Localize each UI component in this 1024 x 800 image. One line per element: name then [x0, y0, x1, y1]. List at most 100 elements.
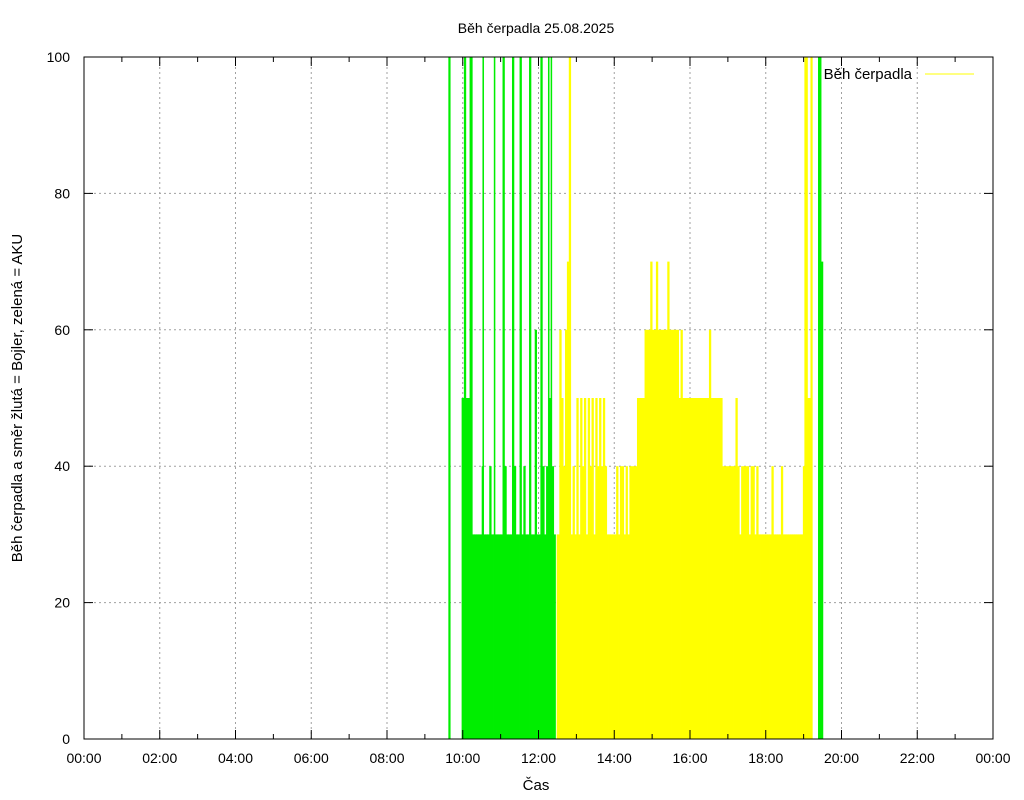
bar: [686, 398, 689, 739]
y-tick-label: 80: [54, 185, 70, 201]
bar: [676, 329, 680, 739]
bar: [578, 534, 581, 739]
bar: [604, 466, 608, 739]
bar: [765, 534, 769, 739]
bar: [667, 261, 670, 739]
bar: [595, 398, 598, 739]
bar: [489, 466, 492, 739]
bar: [563, 466, 566, 739]
bar: [633, 466, 636, 739]
bar: [819, 57, 821, 739]
bar: [485, 534, 488, 739]
bar: [461, 398, 465, 739]
bar: [648, 329, 651, 739]
y-tick-label: 100: [47, 49, 71, 65]
bar: [544, 534, 547, 739]
bar: [479, 534, 483, 739]
bar: [602, 398, 606, 739]
bar: [640, 398, 644, 739]
bar: [587, 398, 591, 739]
bar: [448, 57, 451, 739]
bar: [665, 329, 668, 739]
bar: [635, 466, 638, 739]
y-tick-label: 40: [54, 458, 70, 474]
bar: [760, 534, 763, 739]
bar: [536, 534, 539, 739]
bar: [474, 534, 477, 739]
bar: [487, 534, 490, 739]
bar: [782, 534, 786, 739]
bar: [735, 398, 738, 739]
bar: [731, 466, 734, 739]
bar: [519, 57, 522, 739]
bar: [585, 534, 589, 739]
bar: [780, 466, 784, 739]
bar: [682, 398, 685, 739]
bar: [530, 534, 534, 739]
bar: [714, 398, 717, 739]
bar: [625, 466, 628, 739]
bar: [790, 534, 793, 739]
bar: [718, 398, 721, 739]
bar: [820, 57, 822, 739]
bar: [476, 534, 479, 739]
bar: [534, 329, 538, 739]
bar: [773, 534, 776, 739]
bar: [659, 329, 662, 739]
bar: [729, 466, 733, 739]
x-tick-label: 20:00: [824, 750, 859, 766]
bar: [525, 534, 528, 739]
bar: [523, 466, 526, 739]
bar: [654, 329, 657, 739]
y-tick-labels: 0 20 40 60 80 100: [47, 49, 71, 747]
bar: [697, 398, 700, 739]
bar: [616, 466, 619, 739]
bar: [580, 398, 583, 739]
bar: [796, 534, 799, 739]
bar: [767, 534, 770, 739]
bar: [663, 329, 666, 739]
bar: [574, 534, 577, 739]
bar: [504, 466, 507, 739]
bar: [724, 466, 727, 739]
bar: [627, 534, 630, 739]
bar: [583, 398, 587, 739]
bar: [618, 534, 621, 739]
bars: [448, 57, 824, 739]
bar: [784, 534, 787, 739]
bar: [710, 398, 714, 739]
bar: [804, 57, 808, 739]
x-tick-label: 02:00: [142, 750, 177, 766]
x-tick-label: 04:00: [218, 750, 253, 766]
ticks: [83, 56, 994, 740]
bar: [758, 534, 761, 739]
bar: [629, 466, 632, 739]
bar: [591, 398, 594, 739]
bar: [527, 534, 530, 739]
series-0: [448, 57, 824, 739]
bar: [538, 534, 541, 739]
bar: [769, 534, 772, 739]
bar: [550, 57, 553, 739]
bar: [727, 466, 731, 739]
x-tick-label: 00:00: [975, 750, 1010, 766]
bar: [477, 534, 481, 739]
bar: [722, 466, 725, 739]
bar: [515, 534, 519, 739]
bar: [693, 398, 697, 739]
bar: [576, 398, 579, 739]
bar: [794, 534, 797, 739]
x-axis-label: Čas: [523, 777, 550, 794]
bar: [733, 466, 736, 739]
bar: [508, 534, 511, 739]
bar: [818, 57, 820, 739]
bar: [610, 534, 613, 739]
series-1: [556, 57, 813, 739]
x-tick-label: 00:00: [66, 750, 101, 766]
x-tick-label: 16:00: [672, 750, 707, 766]
bar: [763, 534, 767, 739]
bar: [708, 329, 712, 739]
bar: [786, 534, 789, 739]
bar: [744, 466, 748, 739]
bar: [521, 534, 524, 739]
